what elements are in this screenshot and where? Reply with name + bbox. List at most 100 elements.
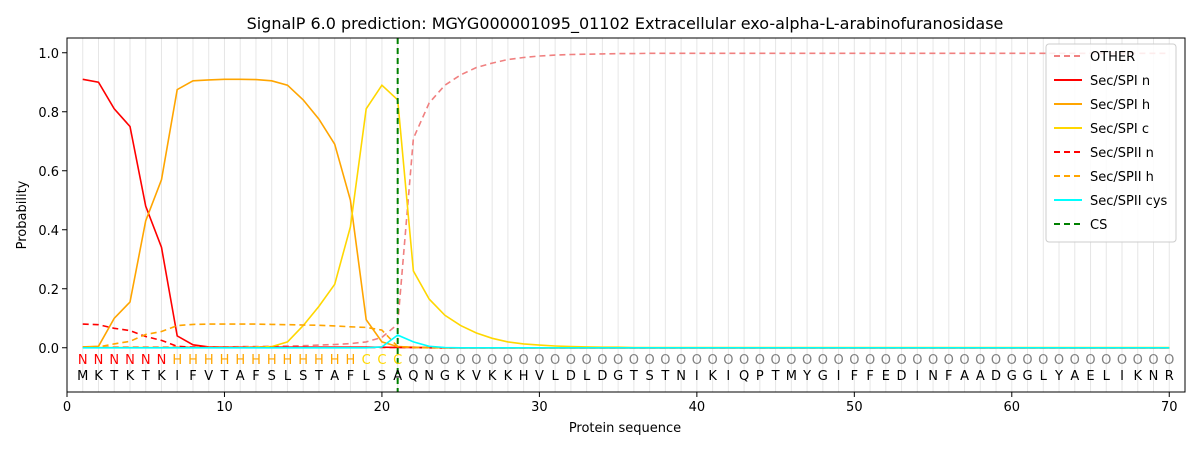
residue-label: T	[141, 369, 150, 384]
residue-label: F	[866, 369, 873, 384]
x-tick-label: 40	[689, 400, 706, 415]
residue-label: G	[613, 369, 623, 384]
residue-label: S	[378, 369, 386, 384]
residue-label: K	[708, 369, 717, 384]
legend-box	[1045, 43, 1177, 243]
residue-label: E	[1086, 369, 1094, 384]
region-label: H	[314, 353, 324, 368]
residue-label: K	[1133, 369, 1142, 384]
region-label: O	[503, 353, 513, 368]
series-line-sec-spii-cys	[82, 334, 1170, 349]
residue-label: T	[219, 369, 228, 384]
x-tick-label: 50	[846, 400, 863, 415]
series-line-other	[82, 52, 1170, 348]
region-label: C	[377, 353, 386, 368]
residue-label: L	[583, 369, 591, 384]
region-label: O	[1117, 353, 1127, 368]
region-label: O	[519, 353, 529, 368]
residue-label: T	[314, 369, 323, 384]
residue-label: Y	[802, 369, 811, 384]
residue-label: D	[897, 369, 907, 384]
region-label: O	[849, 353, 859, 368]
region-label: H	[251, 353, 261, 368]
residue-label: K	[94, 369, 103, 384]
residue-label: Y	[1054, 369, 1063, 384]
x-tick-label: 60	[1004, 400, 1021, 415]
region-label: O	[440, 353, 450, 368]
legend-entry: Sec/SPII cys	[1090, 194, 1168, 209]
region-label: O	[865, 353, 875, 368]
residue-label: H	[519, 369, 529, 384]
region-label: O	[991, 353, 1001, 368]
residue-label: A	[1070, 369, 1079, 384]
y-tick-label: 1.0	[38, 47, 59, 62]
region-label: H	[298, 353, 308, 368]
residue-label: L	[552, 369, 560, 384]
y-axis-label: Probability	[15, 180, 30, 249]
region-label: O	[487, 353, 497, 368]
region-label: O	[645, 353, 655, 368]
region-label: O	[582, 353, 592, 368]
series-line-sec-spi-n	[82, 78, 1170, 349]
y-tick-label: 0.0	[38, 342, 59, 357]
region-label: O	[597, 353, 607, 368]
residue-label: K	[157, 369, 166, 384]
region-label: O	[1054, 353, 1064, 368]
residue-label: T	[629, 369, 638, 384]
residue-label: S	[299, 369, 307, 384]
region-label: N	[94, 353, 104, 368]
residue-label: V	[472, 369, 481, 384]
series-lines	[82, 38, 1170, 392]
residue-label: G	[440, 369, 450, 384]
residue-label: F	[347, 369, 354, 384]
axis-ticks: 0 10 20 30 40 50 60 70 0.0 0.2 0.4 0.6 0.8 1.0	[38, 47, 1177, 415]
series-line-sec-spi-h	[82, 78, 1170, 349]
legend-entry: Sec/SPI n	[1090, 74, 1150, 89]
residue-label: N	[1149, 369, 1159, 384]
region-label: O	[786, 353, 796, 368]
region-label: O	[881, 353, 891, 368]
legend-entry: Sec/SPII h	[1090, 170, 1154, 185]
region-label: O	[408, 353, 418, 368]
region-label: O	[424, 353, 434, 368]
residue-label: V	[535, 369, 544, 384]
region-label: H	[204, 353, 214, 368]
residue-label: A	[960, 369, 969, 384]
residue-label: A	[236, 369, 245, 384]
legend-entry: CS	[1090, 218, 1107, 233]
residue-label: D	[566, 369, 576, 384]
residue-label: N	[928, 369, 938, 384]
plot-frame	[66, 37, 1186, 393]
region-label: O	[629, 353, 639, 368]
region-label: O	[566, 353, 576, 368]
region-label: N	[157, 353, 167, 368]
region-label: O	[912, 353, 922, 368]
region-label: H	[172, 353, 182, 368]
residue-label: V	[204, 369, 213, 384]
region-label: H	[235, 353, 245, 368]
region-label: O	[723, 353, 733, 368]
region-label: H	[346, 353, 356, 368]
residue-label: A	[976, 369, 985, 384]
region-label: O	[1022, 353, 1032, 368]
legend-entry: OTHER	[1090, 50, 1135, 65]
residue-label: I	[726, 369, 730, 384]
region-label: O	[975, 353, 985, 368]
residue-label: F	[189, 369, 196, 384]
region-label: H	[283, 353, 293, 368]
region-label: O	[1070, 353, 1080, 368]
legend: OTHER Sec/SPI n Sec/SPI h Sec/SPI c Sec/SPII…	[1045, 43, 1177, 243]
region-label: O	[959, 353, 969, 368]
residue-label: I	[1120, 369, 1124, 384]
residue-label: R	[1165, 369, 1174, 384]
residue-label: N	[424, 369, 434, 384]
residue-label: K	[488, 369, 497, 384]
region-label: H	[267, 353, 277, 368]
x-tick-label: 10	[216, 400, 233, 415]
region-label: O	[707, 353, 717, 368]
region-label: N	[141, 353, 151, 368]
residue-label: M	[77, 369, 88, 384]
x-tick-label: 20	[374, 400, 391, 415]
residue-label: I	[837, 369, 841, 384]
